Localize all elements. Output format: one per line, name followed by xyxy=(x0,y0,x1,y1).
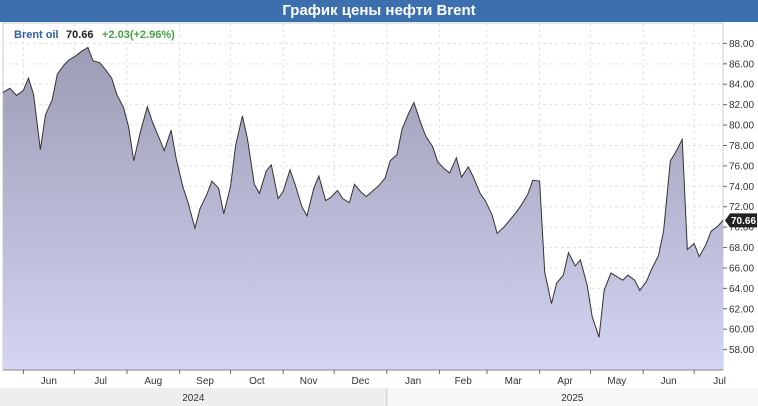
y-tick-label: 58.00 xyxy=(729,345,754,356)
y-tick-label: 80.00 xyxy=(729,121,754,132)
y-tick-label: 72.00 xyxy=(729,202,754,213)
x-tick-label: Jun xyxy=(41,376,57,387)
y-tick-label: 78.00 xyxy=(729,141,754,152)
last-price-flag: 70.66 xyxy=(725,213,757,228)
x-tick-label: Nov xyxy=(300,376,318,387)
x-tick-label: Dec xyxy=(352,376,370,387)
x-tick-label: Jan xyxy=(405,376,421,387)
y-tick-label: 62.00 xyxy=(729,304,754,315)
x-tick-label: Mar xyxy=(505,376,523,387)
year-band: 2024 2025 xyxy=(0,388,758,406)
price-area xyxy=(3,47,723,371)
x-tick-label: Sep xyxy=(196,376,214,387)
y-tick-label: 70.00 xyxy=(729,223,754,234)
x-tick-label: Jun xyxy=(661,376,677,387)
y-tick-label: 82.00 xyxy=(729,100,754,111)
x-tick-label: Aug xyxy=(144,376,162,387)
year-label: 2025 xyxy=(561,393,584,404)
year-band-segment xyxy=(0,388,387,406)
legend: Brent oil 70.66 +2.03(+2.96%) xyxy=(14,29,175,41)
brent-price-chart[interactable]: 88.00 86.00 84.00 82.00 80.00 78.00 76.00 74.00… xyxy=(0,22,758,406)
y-tick-label: 84.00 xyxy=(729,80,754,91)
price-line xyxy=(2,46,724,338)
x-tick-label: Apr xyxy=(557,376,573,387)
y-tick-label: 86.00 xyxy=(729,59,754,70)
y-tick-label: 64.00 xyxy=(729,284,754,295)
y-tick-label: 76.00 xyxy=(729,161,754,172)
y-tick-label: 88.00 xyxy=(729,39,754,50)
y-axis: 88.00 86.00 84.00 82.00 80.00 78.00 76.00 74.00… xyxy=(723,39,754,356)
y-tick-label: 68.00 xyxy=(729,243,754,254)
legend-series-name: Brent oil xyxy=(14,29,59,41)
y-tick-label: 74.00 xyxy=(729,182,754,193)
y-tick-label: 66.00 xyxy=(729,263,754,274)
last-price-label: 70.66 xyxy=(731,216,756,227)
x-tick-label: Jul xyxy=(94,376,107,387)
x-tick-label: May xyxy=(607,376,626,387)
last-price-flag-shape xyxy=(725,213,757,228)
year-label: 2024 xyxy=(182,393,205,404)
y-tick-label: 60.00 xyxy=(729,325,754,336)
x-axis: Jun Jul Aug Sep Oct Nov Dec Jan Feb Mar Apr May Jun J… xyxy=(3,369,726,387)
legend-change: +2.03(+2.96%) xyxy=(102,29,175,41)
x-tick-label: Feb xyxy=(455,376,473,387)
x-tick-label: Oct xyxy=(249,376,265,387)
chart-title: График цены нефти Brent xyxy=(0,0,758,22)
x-tick-label: Jul xyxy=(713,376,726,387)
legend-last-value: 70.66 xyxy=(66,29,94,41)
year-band-segment xyxy=(386,388,758,406)
